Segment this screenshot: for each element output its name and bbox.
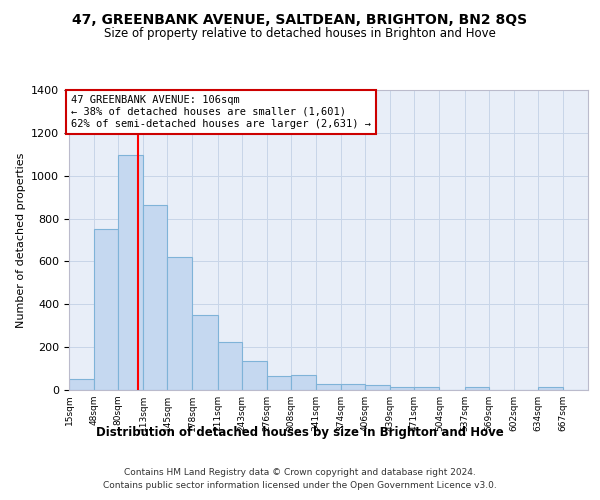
Text: 47 GREENBANK AVENUE: 106sqm
← 38% of detached houses are smaller (1,601)
62% of : 47 GREENBANK AVENUE: 106sqm ← 38% of det… [71, 96, 371, 128]
Text: Size of property relative to detached houses in Brighton and Hove: Size of property relative to detached ho… [104, 28, 496, 40]
Bar [167, 257, 193, 390]
Text: Contains HM Land Registry data © Crown copyright and database right 2024.: Contains HM Land Registry data © Crown c… [124, 468, 476, 477]
Bar [69, 380, 94, 390]
Bar [316, 384, 341, 390]
Bar [218, 342, 242, 390]
Text: 47, GREENBANK AVENUE, SALTDEAN, BRIGHTON, BN2 8QS: 47, GREENBANK AVENUE, SALTDEAN, BRIGHTON… [73, 12, 527, 26]
Bar [94, 230, 118, 390]
Y-axis label: Number of detached properties: Number of detached properties [16, 152, 26, 328]
Bar [242, 361, 267, 390]
Bar [341, 384, 365, 390]
Bar [267, 376, 291, 390]
Bar [193, 315, 218, 390]
Bar [291, 375, 316, 390]
Bar [118, 156, 143, 390]
Text: Contains public sector information licensed under the Open Government Licence v3: Contains public sector information licen… [103, 480, 497, 490]
Text: Distribution of detached houses by size in Brighton and Hove: Distribution of detached houses by size … [96, 426, 504, 439]
Bar [415, 387, 439, 390]
Bar [538, 388, 563, 390]
Bar [365, 386, 390, 390]
Bar [464, 388, 489, 390]
Bar [390, 387, 415, 390]
Bar [143, 204, 167, 390]
